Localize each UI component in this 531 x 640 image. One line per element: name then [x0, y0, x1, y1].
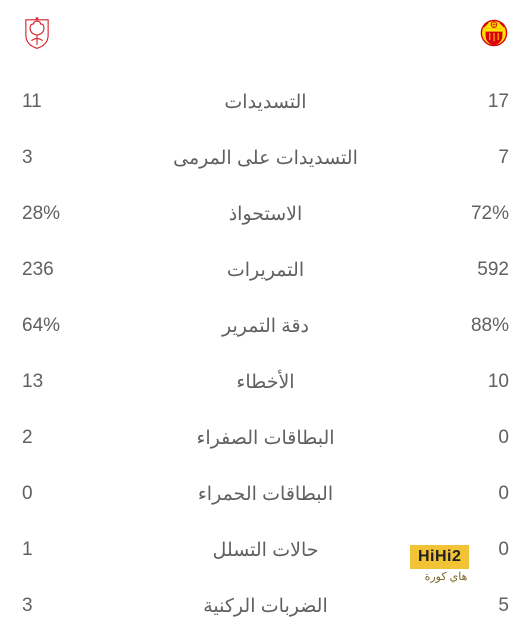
- team-left-badge: [22, 18, 52, 48]
- stat-label: البطاقات الحمراء: [102, 483, 429, 506]
- stat-value-left: 3: [22, 595, 102, 617]
- stat-label: حالات التسلل: [102, 539, 429, 562]
- stat-label: دقة التمرير: [102, 315, 429, 338]
- stat-value-right: 17: [429, 91, 509, 113]
- stat-value-left: 11: [22, 91, 102, 113]
- stat-row: 7التسديدات على المرمى3: [22, 130, 509, 186]
- stat-label: التسديدات على المرمى: [102, 147, 429, 170]
- stat-value-left: 28%: [22, 203, 102, 225]
- manutd-crest-icon: [480, 19, 508, 47]
- stat-label: التمريرات: [102, 259, 429, 282]
- stats-container: 17التسديدات117التسديدات على المرمى372%ال…: [0, 0, 531, 640]
- stat-row: 10الأخطاء13: [22, 354, 509, 410]
- stat-value-right: 0: [429, 539, 509, 561]
- stat-value-right: 5: [429, 595, 509, 617]
- stat-value-left: 3: [22, 147, 102, 169]
- stat-row: 88%دقة التمرير64%: [22, 298, 509, 354]
- stat-row: 0البطاقات الصفراء2: [22, 410, 509, 466]
- teams-header: [22, 14, 509, 52]
- stat-value-left: 0: [22, 483, 102, 505]
- stat-value-right: 7: [429, 147, 509, 169]
- stat-value-left: 236: [22, 259, 102, 281]
- stat-row: 17التسديدات11: [22, 74, 509, 130]
- stat-value-right: 10: [429, 371, 509, 393]
- stat-value-left: 1: [22, 539, 102, 561]
- stat-row: 5الضربات الركنية3: [22, 578, 509, 634]
- forest-crest-icon: [23, 17, 51, 49]
- stat-row: 72%الاستحواذ28%: [22, 186, 509, 242]
- stat-row: 0حالات التسلل1: [22, 522, 509, 578]
- stat-label: الضربات الركنية: [102, 595, 429, 618]
- stat-value-right: 88%: [429, 315, 509, 337]
- stat-row: 592التمريرات236: [22, 242, 509, 298]
- stat-value-left: 64%: [22, 315, 102, 337]
- stat-row: 0البطاقات الحمراء0: [22, 466, 509, 522]
- stat-value-left: 13: [22, 371, 102, 393]
- team-right-badge: [479, 18, 509, 48]
- stat-label: الاستحواذ: [102, 203, 429, 226]
- stat-value-right: 0: [429, 427, 509, 449]
- stat-value-right: 0: [429, 483, 509, 505]
- stat-value-right: 72%: [429, 203, 509, 225]
- stat-value-right: 592: [429, 259, 509, 281]
- stat-value-left: 2: [22, 427, 102, 449]
- stat-label: التسديدات: [102, 91, 429, 114]
- stat-label: البطاقات الصفراء: [102, 427, 429, 450]
- stat-label: الأخطاء: [102, 371, 429, 394]
- stats-table: 17التسديدات117التسديدات على المرمى372%ال…: [22, 74, 509, 634]
